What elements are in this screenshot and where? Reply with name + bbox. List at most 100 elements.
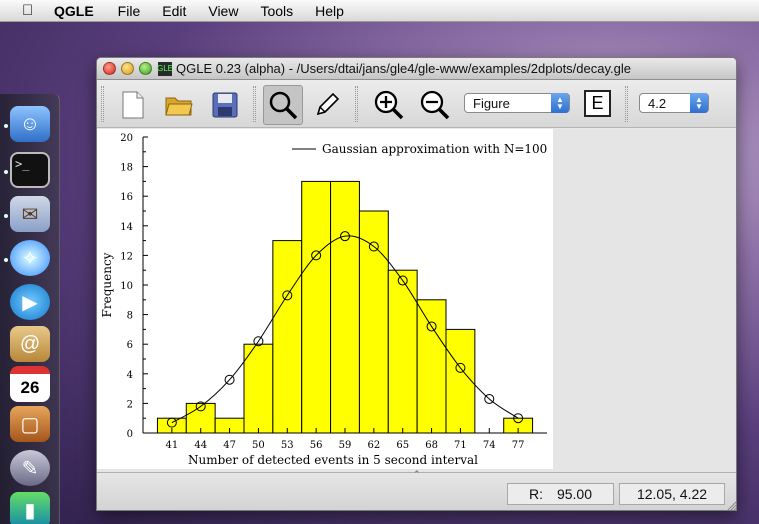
chevron-updown-icon: ▲ ▼ xyxy=(551,93,569,113)
new-file-button[interactable] xyxy=(113,85,153,125)
gle-version-select[interactable]: 4.2 ▲ ▼ xyxy=(639,93,709,113)
x-tick-label: 41 xyxy=(165,440,178,451)
object-type-value: Figure xyxy=(473,95,510,111)
histogram-bar xyxy=(301,180,332,434)
menu-view[interactable]: View xyxy=(208,2,239,19)
histogram-bar xyxy=(416,299,447,434)
terminal-icon[interactable]: >_ xyxy=(10,152,50,188)
x-tick-label: 56 xyxy=(310,440,323,451)
menu-file[interactable]: File xyxy=(117,2,141,19)
menu-help[interactable]: Help xyxy=(315,2,344,19)
address-book-icon[interactable]: @ xyxy=(10,326,50,362)
gaussian-point xyxy=(340,231,350,242)
x-tick-label: 74 xyxy=(483,440,496,451)
x-tick-label: 62 xyxy=(367,440,380,451)
y-tick-label: 14 xyxy=(120,222,133,233)
histogram-bar xyxy=(243,343,274,434)
e-button[interactable]: E xyxy=(584,90,611,117)
open-file-button[interactable] xyxy=(159,85,199,125)
mail-icon[interactable]: ✉ xyxy=(10,196,50,232)
chevron-updown-icon: ▲ ▼ xyxy=(690,93,708,113)
gaussian-point xyxy=(166,417,177,428)
histogram-bar xyxy=(358,210,389,434)
menu-edit[interactable]: Edit xyxy=(162,2,187,19)
dock-running-indicator xyxy=(4,258,8,262)
x-tick-label: 47 xyxy=(223,440,236,451)
plot-page[interactable]: 0 2 4 6 8 10 12 14 16 18 20 41 44 47 50 53 56 59 62 65 68 71 7… xyxy=(97,129,553,469)
preview-icon[interactable]: ▢ xyxy=(10,406,50,442)
radius-readout: R: 95.00 xyxy=(507,483,614,505)
ichat-icon[interactable]: ▶ xyxy=(10,284,50,320)
toolbar-separator xyxy=(625,86,628,122)
gaussian-point xyxy=(426,321,437,332)
safari-icon[interactable]: ✧ xyxy=(10,240,50,276)
coordinates-readout: 12.05, 4.22 xyxy=(619,483,725,505)
toolbar: Figure ▲ ▼ E 4.2 ▲ ▼ xyxy=(97,80,736,128)
window-title: QGLE 0.23 (alpha) - /Users/dtai/jans/gle… xyxy=(176,61,631,76)
y-tick-label: 8 xyxy=(127,311,133,322)
zoom-out-button[interactable] xyxy=(415,85,455,125)
gaussian-point xyxy=(311,250,322,261)
object-type-select[interactable]: Figure ▲ ▼ xyxy=(464,93,570,113)
toolbar-grip[interactable] xyxy=(101,86,104,122)
activity-monitor-icon[interactable]: ▮ xyxy=(10,492,50,524)
x-tick-label: 59 xyxy=(339,440,352,451)
y-tick-label: 12 xyxy=(120,251,133,262)
gaussian-point xyxy=(224,374,235,385)
folder-icon xyxy=(165,97,193,116)
histogram-bar xyxy=(330,180,360,434)
gle-version-value: 4.2 xyxy=(648,95,667,111)
close-button[interactable] xyxy=(103,62,116,75)
x-axis-label: Number of detected events in 5 second in… xyxy=(188,453,478,467)
dock-running-indicator xyxy=(4,170,8,174)
y-tick-label: 2 xyxy=(127,399,133,410)
ical-icon[interactable]: 26 xyxy=(10,366,50,402)
toolbar-separator xyxy=(355,86,358,122)
select-tool-button[interactable] xyxy=(263,85,303,125)
histogram-bar xyxy=(387,269,418,434)
gaussian-point xyxy=(397,275,408,286)
edit-tool-button[interactable] xyxy=(307,85,347,125)
drawing-canvas[interactable]: 0 2 4 6 8 10 12 14 16 18 20 41 44 47 50 53 56 59 62 65 68 71 7… xyxy=(97,129,736,472)
histogram-bar xyxy=(445,328,476,434)
magnifier-icon xyxy=(269,91,298,120)
save-button[interactable] xyxy=(205,85,245,125)
gaussian-point xyxy=(195,401,206,412)
itunes-icon[interactable]: ✎ xyxy=(10,450,50,486)
toolbar-separator xyxy=(253,86,256,122)
gaussian-point xyxy=(455,362,466,373)
menu-app-name[interactable]: QGLE xyxy=(54,2,94,19)
x-tick-label: 71 xyxy=(454,440,467,451)
x-tick-label: 68 xyxy=(425,440,438,451)
y-tick-label: 16 xyxy=(120,192,133,203)
x-tick-label: 50 xyxy=(252,440,265,451)
x-tick-label: 53 xyxy=(281,440,294,451)
x-tick-label: 65 xyxy=(396,440,409,451)
zoom-out-icon xyxy=(420,90,450,120)
radius-value: 95.00 xyxy=(556,486,593,502)
gaussian-point xyxy=(368,241,379,252)
y-tick-label: 18 xyxy=(120,163,133,174)
dock-running-indicator xyxy=(4,124,8,128)
finder-icon[interactable]: ☺ xyxy=(10,106,50,142)
menubar:  QGLE File Edit View Tools Help xyxy=(0,0,759,22)
menu-tools[interactable]: Tools xyxy=(260,2,294,19)
legend-label: Gaussian approximation with N=100 xyxy=(322,142,547,156)
y-tick-label: 0 xyxy=(127,429,133,440)
floppy-disk-icon xyxy=(212,92,238,118)
dock: ☺ >_ ✉ ✧ ▶ @ 26 ▢ ✎ ▮ xyxy=(0,94,60,524)
y-tick-label: 4 xyxy=(127,370,133,381)
splitter-handle[interactable]: ⌃ xyxy=(413,469,421,479)
zoom-button[interactable] xyxy=(139,62,152,75)
y-tick-label: 20 xyxy=(120,133,133,144)
zoom-in-button[interactable] xyxy=(369,85,409,125)
resize-grip-icon[interactable] xyxy=(726,500,736,510)
new-file-icon xyxy=(122,91,144,119)
y-tick-label: 6 xyxy=(127,340,133,351)
title-bar[interactable]: GLE QGLE 0.23 (alpha) - /Users/dtai/jans… xyxy=(97,58,736,80)
histogram-bar xyxy=(272,240,303,434)
qgle-window: GLE QGLE 0.23 (alpha) - /Users/dtai/jans… xyxy=(96,57,737,511)
apple-icon[interactable]:  xyxy=(22,2,44,19)
minimize-button[interactable] xyxy=(121,62,134,75)
